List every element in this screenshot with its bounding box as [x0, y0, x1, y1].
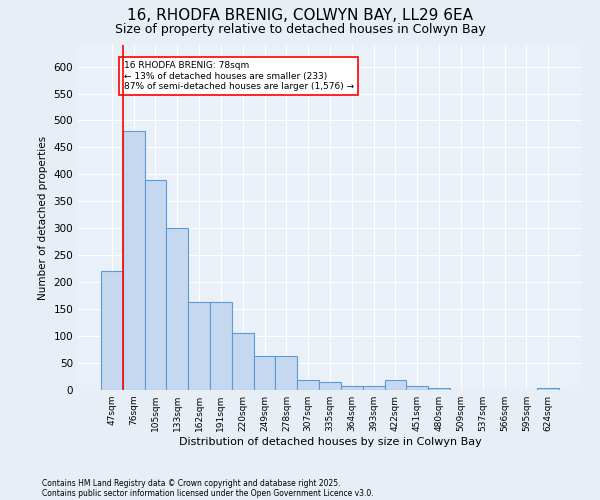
Text: 16, RHODFA BRENIG, COLWYN BAY, LL29 6EA: 16, RHODFA BRENIG, COLWYN BAY, LL29 6EA: [127, 8, 473, 22]
Bar: [232, 334, 254, 390]
Bar: [428, 388, 450, 390]
Bar: [297, 380, 319, 390]
Bar: [210, 302, 232, 390]
Bar: [123, 131, 145, 390]
Bar: [254, 356, 275, 390]
Bar: [406, 386, 428, 390]
X-axis label: Distribution of detached houses by size in Colwyn Bay: Distribution of detached houses by size …: [179, 437, 481, 447]
Bar: [166, 228, 188, 390]
Text: Contains public sector information licensed under the Open Government Licence v3: Contains public sector information licen…: [42, 488, 374, 498]
Bar: [275, 356, 297, 390]
Bar: [319, 382, 341, 390]
Bar: [363, 386, 385, 390]
Bar: [385, 380, 406, 390]
Bar: [145, 180, 166, 390]
Bar: [101, 272, 123, 390]
Text: Contains HM Land Registry data © Crown copyright and database right 2025.: Contains HM Land Registry data © Crown c…: [42, 478, 341, 488]
Text: 16 RHODFA BRENIG: 78sqm
← 13% of detached houses are smaller (233)
87% of semi-d: 16 RHODFA BRENIG: 78sqm ← 13% of detache…: [124, 61, 354, 91]
Y-axis label: Number of detached properties: Number of detached properties: [38, 136, 48, 300]
Bar: [537, 388, 559, 390]
Bar: [341, 386, 363, 390]
Text: Size of property relative to detached houses in Colwyn Bay: Size of property relative to detached ho…: [115, 22, 485, 36]
Bar: [188, 302, 210, 390]
